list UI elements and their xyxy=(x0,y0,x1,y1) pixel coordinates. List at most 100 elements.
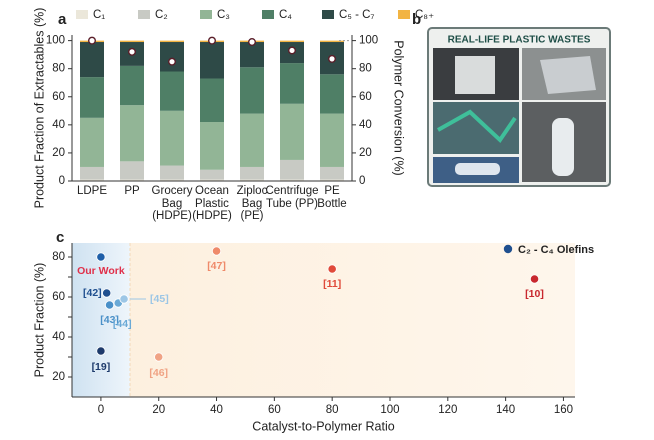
y-tick-label: 100 xyxy=(46,35,65,47)
x-tick-label: 80 xyxy=(326,404,339,416)
x-tick-label: 120 xyxy=(438,404,457,416)
panel-label: c xyxy=(56,229,64,246)
legend-swatch xyxy=(138,10,150,19)
panel-label: b xyxy=(412,11,421,28)
x-tick-label: 140 xyxy=(496,404,515,416)
point-label: [10] xyxy=(525,288,544,300)
scatter-point xyxy=(96,252,106,262)
y-tick-label: 60 xyxy=(52,291,65,303)
y2-tick-label: 40 xyxy=(359,119,372,131)
point-label: [46] xyxy=(149,367,168,379)
photo-bottle xyxy=(552,118,574,176)
y-axis-label: Product Fraction of Extractables (%) xyxy=(32,8,46,209)
x-tick-label: 20 xyxy=(152,404,165,416)
bar-segment xyxy=(320,179,344,181)
y-tick-label: 0 xyxy=(59,175,65,187)
scatter-point xyxy=(154,352,164,362)
legend-marker xyxy=(503,244,513,254)
y2-tick-label: 100 xyxy=(359,35,378,47)
bar-segment xyxy=(200,42,224,79)
scatter-point xyxy=(119,294,129,304)
photo xyxy=(433,102,519,154)
legend-swatch xyxy=(200,10,212,19)
legend-swatch xyxy=(398,10,410,19)
y-tick-label: 60 xyxy=(52,91,65,103)
x-tick-label: PE Bottle xyxy=(317,185,347,210)
legend-swatch xyxy=(262,10,274,19)
legend-label: C₃ xyxy=(217,9,230,21)
bar-segment xyxy=(280,63,304,104)
bar-segment xyxy=(160,165,184,180)
x-tick-label: Ocean Plastic (HDPE) xyxy=(192,185,232,222)
photo-tube xyxy=(455,163,500,175)
bar-segment xyxy=(120,105,144,162)
scatter-point xyxy=(327,264,337,274)
bar-segment xyxy=(280,40,304,43)
bar-segment xyxy=(80,179,104,181)
scatter-point xyxy=(102,288,112,298)
legend-label: C₁ xyxy=(93,9,105,21)
y-tick-label: 80 xyxy=(52,251,65,263)
y2-tick-label: 20 xyxy=(359,147,372,159)
x-tick-label: Ziploc Bag (PE) xyxy=(236,185,268,222)
point-label: [19] xyxy=(92,361,111,373)
point-label: [11] xyxy=(323,278,341,290)
bar-segment xyxy=(240,113,264,167)
bar-segment xyxy=(160,40,184,43)
bar-segment xyxy=(240,166,264,180)
bar-segment xyxy=(320,113,344,167)
conversion-dot xyxy=(207,36,216,45)
legend-label: C₄ xyxy=(279,9,292,21)
x-tick-label: 60 xyxy=(268,404,281,416)
bar-segment xyxy=(200,78,224,123)
y2-tick-label: 60 xyxy=(359,91,372,103)
scatter-point xyxy=(104,300,115,310)
panel-label: a xyxy=(58,11,67,28)
bar-segment xyxy=(240,179,264,181)
x-tick-label: LDPE xyxy=(76,185,108,197)
photo-plastic xyxy=(437,109,517,144)
bar-segment xyxy=(200,169,224,180)
photo-bag xyxy=(455,56,495,94)
conversion-dot xyxy=(127,47,136,56)
bar-segment xyxy=(200,179,224,181)
y-axis-label: Product Fraction (%) xyxy=(32,263,46,378)
photo-bag xyxy=(540,56,596,94)
scatter-point xyxy=(529,274,540,284)
point-label: [43] xyxy=(100,314,119,326)
y-tick-label: 40 xyxy=(52,119,65,131)
bar-segment xyxy=(320,166,344,180)
bar-segment xyxy=(240,42,264,68)
x-axis-label: Catalyst-to-Polymer Ratio xyxy=(252,419,394,433)
scatter-point xyxy=(211,246,222,256)
region-highlight xyxy=(130,243,575,397)
point-label: [45] xyxy=(150,293,169,305)
x-tick-label: 160 xyxy=(554,404,573,416)
point-label: [47] xyxy=(207,260,226,272)
y-tick-label: 20 xyxy=(52,371,65,383)
photo-title: REAL-LIFE PLASTIC WASTES xyxy=(448,35,591,46)
conversion-dot xyxy=(247,38,256,47)
x-tick-label: 40 xyxy=(210,404,223,416)
bar-segment xyxy=(160,42,184,72)
y-tick-label: 20 xyxy=(52,147,65,159)
bar-segment xyxy=(160,71,184,111)
point-label: [42] xyxy=(83,287,102,299)
bar-segment xyxy=(80,117,104,167)
bar-segment xyxy=(320,40,344,43)
bar-segment xyxy=(320,74,344,114)
point-label: [44] xyxy=(113,318,132,330)
x-tick-label: Grocery Bag (HDPE) xyxy=(151,185,193,222)
x-tick-label: 0 xyxy=(98,404,104,416)
y2-axis-label: Polymer Conversion (%) xyxy=(392,40,406,175)
x-tick-label: Centrifuge Tube (PP) xyxy=(265,185,319,210)
bar-segment xyxy=(120,65,144,106)
legend-label: C₅ - C₇ xyxy=(339,9,374,21)
y2-tick-label: 80 xyxy=(359,63,372,75)
bar-segment xyxy=(80,77,104,118)
scatter-point xyxy=(96,346,106,356)
bar-segment xyxy=(160,110,184,166)
bar-segment xyxy=(280,159,304,180)
